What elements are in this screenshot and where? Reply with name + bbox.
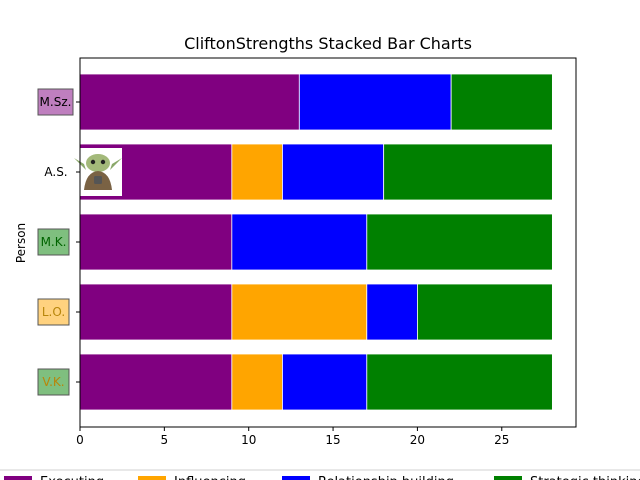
icon-eye-left (90, 159, 96, 165)
y-axis: V.K. L.O. M.K. A.S. M.Sz. (37, 88, 80, 396)
y-label-box (37, 88, 74, 116)
y-label-box (37, 228, 70, 256)
legend-swatch-executing (4, 476, 32, 480)
y-tick-label: M.Sz. (40, 95, 72, 109)
bar-vk-influencing (231, 353, 283, 411)
legend: Executing Influencing Relationship buildin… (0, 469, 640, 480)
bar-msz-relationship (298, 73, 452, 131)
baby-yoda-icon (74, 148, 122, 196)
x-tick-label: 5 (161, 433, 169, 447)
bars-group (74, 73, 553, 411)
bar-msz-executing (79, 73, 300, 131)
legend-swatch-relationship (282, 476, 310, 480)
bar-lo-relationship (366, 283, 418, 341)
icon-ear-right (110, 158, 122, 170)
y-label-box (37, 298, 70, 326)
legend-swatch-strategic (494, 476, 522, 480)
bar-vk-executing (79, 353, 233, 411)
legend-label-strategic: Strategic thinking (530, 475, 640, 480)
bar-mk-relationship (231, 213, 368, 271)
icon-head (86, 154, 110, 172)
bar-mk-strategic (366, 213, 553, 271)
y-tick-label: L.O. (42, 305, 65, 319)
bar-lo-strategic (417, 283, 553, 341)
x-tick-label: 10 (241, 433, 256, 447)
x-tick-label: 25 (494, 433, 509, 447)
bar-as-strategic (383, 143, 553, 201)
x-axis: 0 5 10 15 20 25 (76, 427, 509, 447)
bar-as-influencing (231, 143, 283, 201)
bar-lo-influencing (231, 283, 368, 341)
icon-cup (94, 176, 102, 184)
y-tick-label: V.K. (42, 375, 64, 389)
legend-label-influencing: Influencing (174, 475, 246, 480)
icon-eye-right (100, 159, 106, 165)
bar-mk-executing (79, 213, 233, 271)
bar-as-relationship (282, 143, 385, 201)
bar-vk-relationship (282, 353, 368, 411)
bar-msz-strategic (450, 73, 553, 131)
legend-label-executing: Executing (40, 475, 104, 480)
x-tick-label: 20 (410, 433, 425, 447)
legend-label-relationship: Relationship building (318, 475, 454, 480)
bar-lo-executing (79, 283, 233, 341)
y-tick-label: M.K. (41, 235, 67, 249)
chart-title: CliftonStrengths Stacked Bar Charts (184, 34, 472, 53)
bar-vk-strategic (366, 353, 553, 411)
legend-swatch-influencing (138, 476, 166, 480)
y-label-box (37, 368, 70, 396)
x-tick-label: 15 (325, 433, 340, 447)
y-axis-label: Person (14, 223, 28, 263)
y-tick-label: A.S. (44, 165, 67, 179)
x-tick-label: 0 (76, 433, 84, 447)
